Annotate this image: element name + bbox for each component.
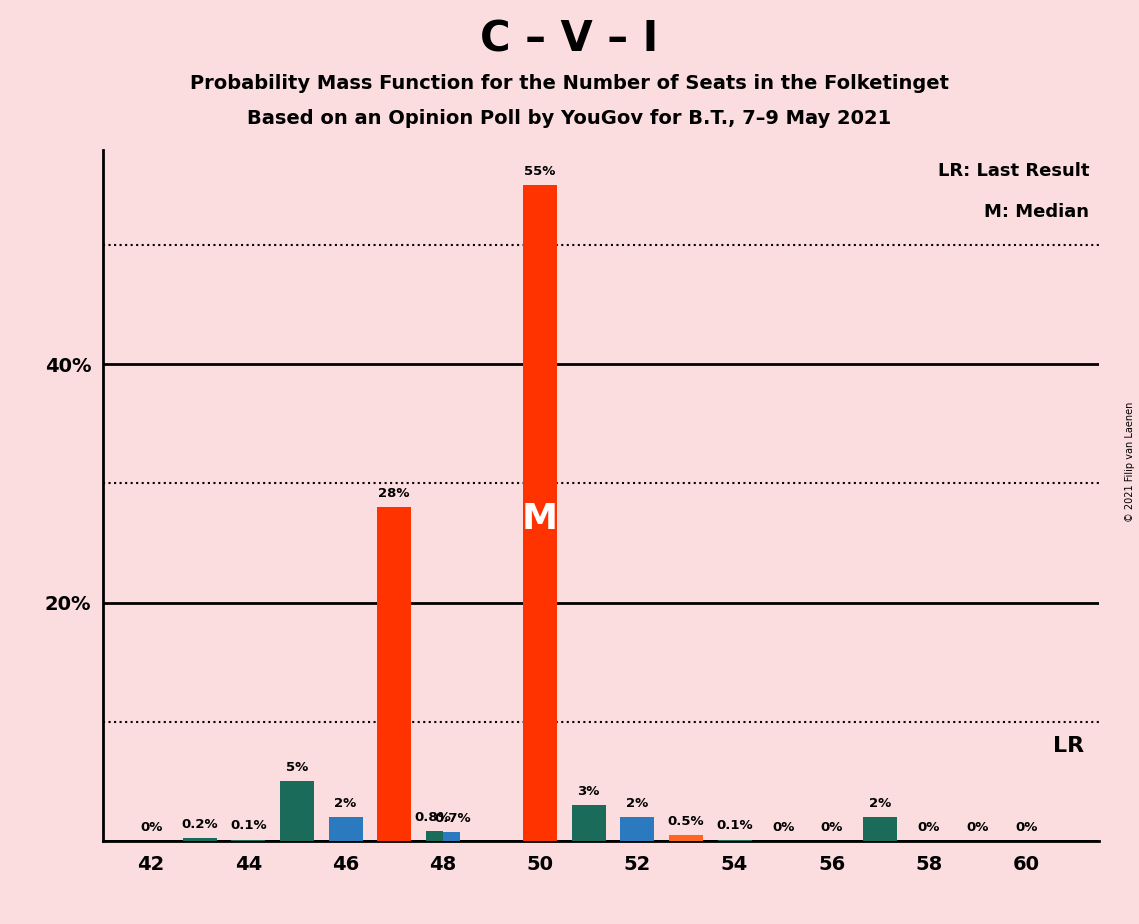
Text: 2%: 2% <box>626 796 648 809</box>
Text: 0%: 0% <box>772 821 794 833</box>
Bar <box>863 817 898 841</box>
Bar <box>621 817 654 841</box>
Text: 0.8%: 0.8% <box>415 811 451 824</box>
Bar <box>669 835 703 841</box>
Text: M: M <box>522 502 558 536</box>
Text: C – V – I: C – V – I <box>481 18 658 60</box>
Text: LR: Last Result: LR: Last Result <box>937 162 1089 179</box>
Bar <box>443 833 460 841</box>
Text: 2%: 2% <box>869 796 892 809</box>
Bar <box>718 840 752 841</box>
Text: 2%: 2% <box>335 796 357 809</box>
Text: 5%: 5% <box>286 761 308 774</box>
Text: M: Median: M: Median <box>984 203 1089 222</box>
Text: Probability Mass Function for the Number of Seats in the Folketinget: Probability Mass Function for the Number… <box>190 74 949 93</box>
Text: 0%: 0% <box>918 821 940 833</box>
Text: 0.1%: 0.1% <box>230 820 267 833</box>
Text: 0%: 0% <box>140 821 163 833</box>
Text: 0%: 0% <box>966 821 989 833</box>
Text: 0.5%: 0.5% <box>667 815 704 828</box>
Bar <box>572 805 606 841</box>
Text: Based on an Opinion Poll by YouGov for B.T., 7–9 May 2021: Based on an Opinion Poll by YouGov for B… <box>247 109 892 128</box>
Bar <box>523 186 557 841</box>
Text: 55%: 55% <box>524 165 556 178</box>
Bar <box>280 782 314 841</box>
Bar <box>182 838 216 841</box>
Bar <box>377 507 411 841</box>
Bar <box>328 817 362 841</box>
Bar <box>231 840 265 841</box>
Text: 0.2%: 0.2% <box>181 819 218 832</box>
Text: LR: LR <box>1054 736 1084 756</box>
Text: 28%: 28% <box>378 487 410 500</box>
Text: 0.1%: 0.1% <box>716 820 753 833</box>
Text: 3%: 3% <box>577 785 600 798</box>
Text: 0.7%: 0.7% <box>434 812 470 825</box>
Bar <box>426 832 443 841</box>
Text: 0%: 0% <box>1015 821 1038 833</box>
Text: 0%: 0% <box>820 821 843 833</box>
Text: © 2021 Filip van Laenen: © 2021 Filip van Laenen <box>1125 402 1134 522</box>
